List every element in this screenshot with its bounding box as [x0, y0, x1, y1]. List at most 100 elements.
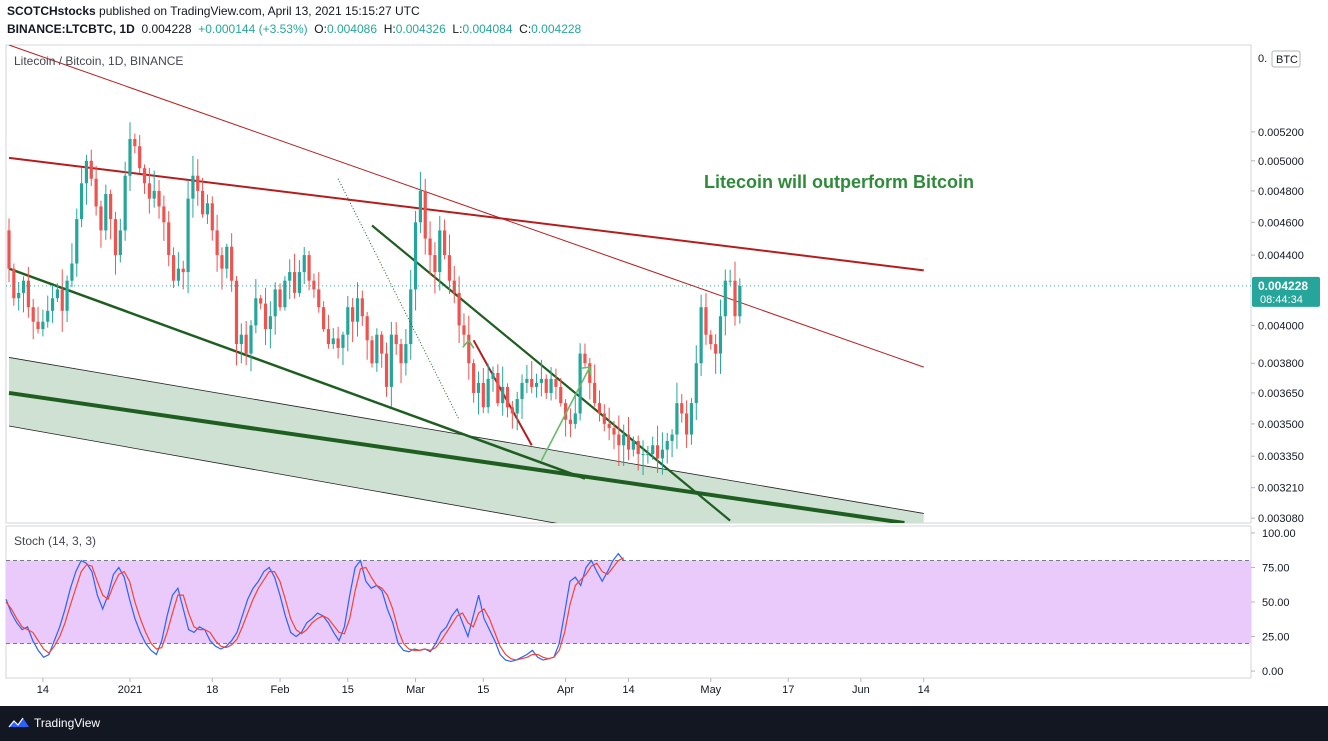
candle-body [443, 230, 447, 256]
footer-brand[interactable]: TradingView [34, 716, 101, 730]
candle [215, 214, 219, 272]
small-arrow-head [462, 338, 475, 349]
candle-body [501, 386, 505, 404]
candle-body [351, 307, 355, 322]
time-tick-label: Jun [852, 684, 870, 696]
candle [118, 218, 122, 263]
candle-body [80, 183, 84, 220]
candle-body [423, 190, 427, 239]
candle [597, 390, 602, 422]
candle-body [278, 289, 282, 308]
stoch-plot: 100.00 75.00 50.00 25.00 0.00 [5, 528, 1296, 678]
trendline-2[interactable] [8, 267, 586, 480]
symbol-label[interactable]: BINANCE:LTCBTC, 1D [7, 22, 135, 36]
candle-body [244, 334, 248, 354]
candle [128, 122, 132, 191]
candle [723, 269, 727, 336]
candle [17, 281, 21, 311]
last-price: 0.004228 [141, 22, 192, 36]
candle [41, 309, 45, 337]
candle [162, 195, 166, 241]
candle-body [733, 280, 737, 317]
price-tick-label: 0.003080 [1258, 513, 1304, 525]
trendline-0[interactable] [8, 45, 924, 368]
candle [355, 282, 360, 337]
annotation-text[interactable]: Litecoin will outperform Bitcoin [704, 172, 974, 192]
candle [307, 250, 311, 291]
candle [481, 367, 485, 414]
high-value: 0.004326 [395, 22, 446, 36]
candle [530, 360, 534, 394]
candle-body [380, 334, 384, 354]
candle-body [331, 338, 335, 345]
candle [418, 171, 422, 234]
price-tick-label: 0.004400 [1258, 250, 1304, 262]
candle-body [60, 289, 64, 311]
trendline-3[interactable] [8, 390, 905, 523]
candle [641, 440, 645, 476]
candle-body [181, 268, 185, 273]
price-tick-label: 0. [1258, 53, 1267, 65]
candle [501, 366, 505, 416]
candle [292, 253, 297, 299]
candle [655, 425, 660, 473]
candle [297, 260, 301, 297]
candle-body [559, 386, 563, 404]
candle [394, 322, 398, 355]
candle-body [709, 334, 713, 345]
candle-body [438, 230, 442, 273]
candle [680, 394, 684, 423]
candle [544, 374, 548, 399]
candle-body [728, 280, 732, 282]
candle-body [75, 219, 79, 264]
author-name[interactable]: SCOTCHstocks [7, 4, 96, 18]
candle-body [389, 334, 393, 387]
candle-body [660, 449, 664, 459]
candle-body [505, 386, 510, 408]
candle [152, 170, 156, 208]
candle [718, 299, 723, 374]
candle [186, 180, 190, 294]
candle-body [41, 321, 45, 330]
candle [428, 221, 432, 276]
candle-body [699, 307, 703, 364]
price-tick-label: 0.003500 [1258, 419, 1304, 431]
low-value: 0.004084 [462, 22, 513, 36]
candle-body [404, 344, 408, 364]
candle-body [476, 382, 481, 393]
candle-body [176, 268, 180, 281]
stoch-tick-label: 100.00 [1262, 528, 1296, 540]
candle [423, 178, 427, 255]
candle-body [70, 263, 74, 281]
candle [370, 335, 374, 368]
candle [443, 219, 447, 260]
candle-body [21, 280, 26, 293]
candle [685, 400, 689, 449]
candle [384, 342, 389, 397]
candle [259, 294, 263, 310]
candle-body [568, 419, 573, 424]
candle [326, 314, 331, 349]
ohlc-legend: BINANCE:LTCBTC, 1D 0.004228 +0.000144 (+… [7, 22, 581, 36]
candle-body [641, 454, 645, 456]
candle [602, 404, 606, 432]
currency-badge[interactable] [1271, 50, 1301, 68]
last-price-badge [1252, 276, 1320, 307]
candle [409, 270, 413, 360]
green-arrow-line[interactable] [540, 366, 591, 461]
candle [510, 400, 514, 429]
candle-body [307, 255, 311, 281]
time-tick-label: May [700, 684, 721, 696]
candle [205, 194, 210, 224]
candle-body [694, 363, 698, 404]
trendline-1[interactable] [8, 156, 924, 272]
chart-canvas[interactable]: 100.00 75.00 50.00 25.00 0.00 0.005200 0.0050… [0, 0, 1328, 706]
candle [486, 363, 490, 414]
candle-body [602, 413, 606, 424]
candle-body [249, 325, 253, 354]
candle [104, 184, 108, 240]
candle-body [583, 353, 587, 364]
candle [89, 149, 93, 187]
tradingview-logo-icon[interactable] [8, 715, 30, 731]
candle-body [447, 255, 452, 281]
